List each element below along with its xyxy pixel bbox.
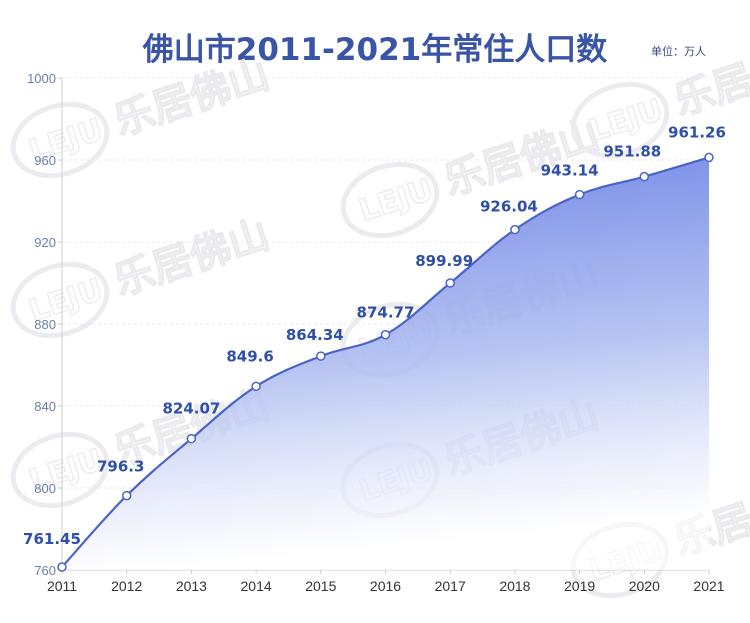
y-tick-label: 880	[34, 317, 56, 332]
x-tick-label: 2019	[564, 578, 595, 594]
x-tick-label: 2012	[111, 578, 142, 594]
data-label: 951.88	[603, 143, 661, 161]
x-tick-label: 2017	[435, 578, 466, 594]
y-tick-label: 920	[34, 235, 56, 250]
y-tick-label: 760	[34, 563, 56, 578]
svg-text:乐居佛山: 乐居佛山	[108, 212, 274, 305]
y-tick-label: 960	[34, 153, 56, 168]
data-label: 796.3	[97, 458, 144, 476]
data-label: 961.26	[668, 123, 726, 141]
x-tick-label: 2011	[47, 578, 77, 594]
y-tick-label: 1000	[27, 71, 56, 86]
x-tick-label: 2014	[241, 578, 272, 594]
y-tick-label: 840	[34, 399, 56, 414]
data-label: 926.04	[480, 198, 538, 216]
data-label: 899.99	[415, 252, 473, 270]
data-points	[57, 152, 714, 572]
data-point	[704, 152, 714, 163]
x-tick-label: 2020	[629, 578, 660, 594]
data-point	[510, 224, 520, 235]
data-point	[121, 490, 132, 501]
data-point	[445, 278, 455, 288]
data-point	[57, 562, 67, 572]
data-labels: 761.45 796.3 824.07 849.6 864.34 874.77 899.99…	[23, 123, 726, 548]
x-tick-label: 2016	[370, 578, 401, 594]
unit-label: 单位：万人	[651, 45, 706, 58]
data-point	[380, 329, 391, 340]
x-tick-label: 2018	[499, 578, 530, 594]
x-tick-label: 2015	[305, 578, 336, 594]
chart-title: 佛山市2011-2021年常住人口数	[142, 32, 608, 68]
data-point	[251, 381, 261, 392]
svg-text:乐居佛山: 乐居佛山	[108, 52, 274, 145]
data-label: 824.07	[162, 400, 220, 418]
x-tick-label: 2021	[693, 578, 724, 594]
data-label: 874.77	[357, 304, 415, 322]
data-point	[574, 189, 585, 200]
x-tick-label: 2013	[176, 578, 207, 594]
data-label: 849.6	[226, 347, 273, 365]
area-fill	[62, 157, 709, 571]
data-label: 943.14	[541, 162, 599, 180]
data-point	[186, 433, 197, 444]
data-point	[316, 351, 326, 361]
data-label: 864.34	[286, 326, 344, 344]
y-tick-label: 800	[34, 481, 56, 496]
data-label: 761.45	[23, 530, 81, 548]
data-point	[639, 171, 650, 182]
